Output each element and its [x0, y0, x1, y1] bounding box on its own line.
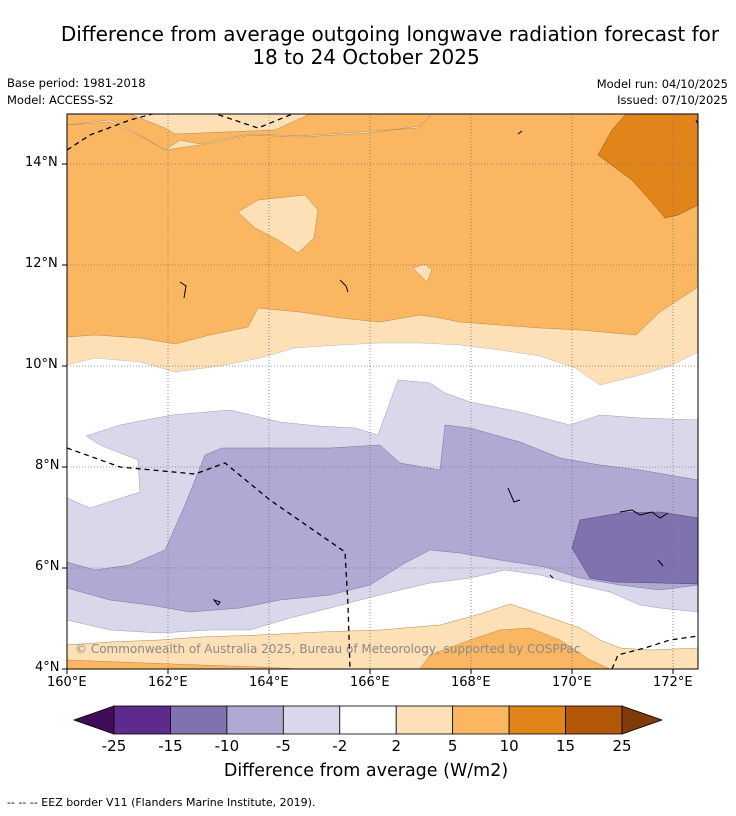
anomaly-band-minus5-to-minus10 [67, 424, 698, 613]
colorbar-segment [339, 705, 397, 735]
colorbar-tick-label: -10 [214, 737, 240, 755]
lon-label-170e: 170°E [552, 675, 592, 690]
map-plot-area [67, 114, 698, 669]
anomaly-patch-pale-a [237, 194, 319, 254]
anomaly-band-minus10-to-minus15 [571, 511, 698, 585]
lon-label-172e: 172°E [653, 675, 693, 690]
lon-label-162e: 162°E [148, 675, 188, 690]
lon-label-164e: 164°E [249, 675, 289, 690]
lat-label-8n: 8°N [35, 458, 60, 473]
copyright-notice: © Commonwealth of Australia 2025, Bureau… [75, 642, 581, 656]
lat-label-12n: 12°N [25, 256, 58, 271]
eez-border [67, 114, 698, 669]
lon-label-160e: 160°E [47, 675, 87, 690]
lat-label-10n: 10°N [25, 357, 58, 372]
chart-title-line2: 18 to 24 October 2025 [252, 45, 480, 69]
colorbar-segment [282, 705, 341, 735]
lat-label-6n: 6°N [35, 559, 60, 574]
colorbar-segment [113, 705, 171, 735]
anomaly-band-5-to-10-north [67, 114, 698, 345]
colorbar-segment [508, 705, 566, 735]
model-name: Model: ACCESS-S2 [7, 93, 114, 107]
colorbar-tick-label: -5 [275, 737, 291, 755]
lat-label-14n: 14°N [25, 155, 58, 170]
colorbar-tick-label: 2 [391, 737, 401, 755]
colorbar-extend-high [621, 705, 664, 735]
colorbar-tick-label: -2 [332, 737, 348, 755]
axis-ticks [62, 163, 674, 674]
colorbar-segment [395, 705, 454, 735]
colorbar-segment [452, 705, 510, 735]
colorbar-segment [565, 705, 623, 735]
islands [179, 119, 698, 606]
model-run-date: Model run: 04/10/2025 [596, 77, 728, 91]
colorbar-tick-label: 5 [447, 737, 458, 755]
issued-date: Issued: 07/10/2025 [617, 93, 728, 107]
lat-label-4n: 4°N [35, 660, 60, 675]
anomaly-band-5-to-10-south [67, 627, 611, 669]
colorbar-segment [226, 705, 284, 735]
colorbar-tick-label: 25 [612, 737, 632, 755]
colorbar-tick-label: -15 [158, 737, 183, 755]
lon-label-168e: 168°E [451, 675, 491, 690]
eez-border-footnote: -- -- -- EEZ border V11 (Flanders Marine… [7, 796, 316, 809]
colorbar-tick-label: 10 [499, 737, 519, 755]
colorbar-title: Difference from average (W/m2) [223, 761, 509, 781]
base-period: Base period: 1981-2018 [7, 76, 146, 90]
colorbar-tick-label: -25 [101, 737, 127, 755]
graticule [67, 114, 698, 669]
chart-title-line1: Difference from average outgoing longwav… [60, 22, 720, 46]
lon-label-166e: 166°E [350, 675, 390, 690]
colorbar-extend-low [72, 705, 115, 735]
colorbar-tick-label: 15 [556, 737, 576, 755]
map-frame [66, 113, 699, 670]
colorbar-segment [170, 705, 228, 735]
colorbar [72, 705, 664, 735]
